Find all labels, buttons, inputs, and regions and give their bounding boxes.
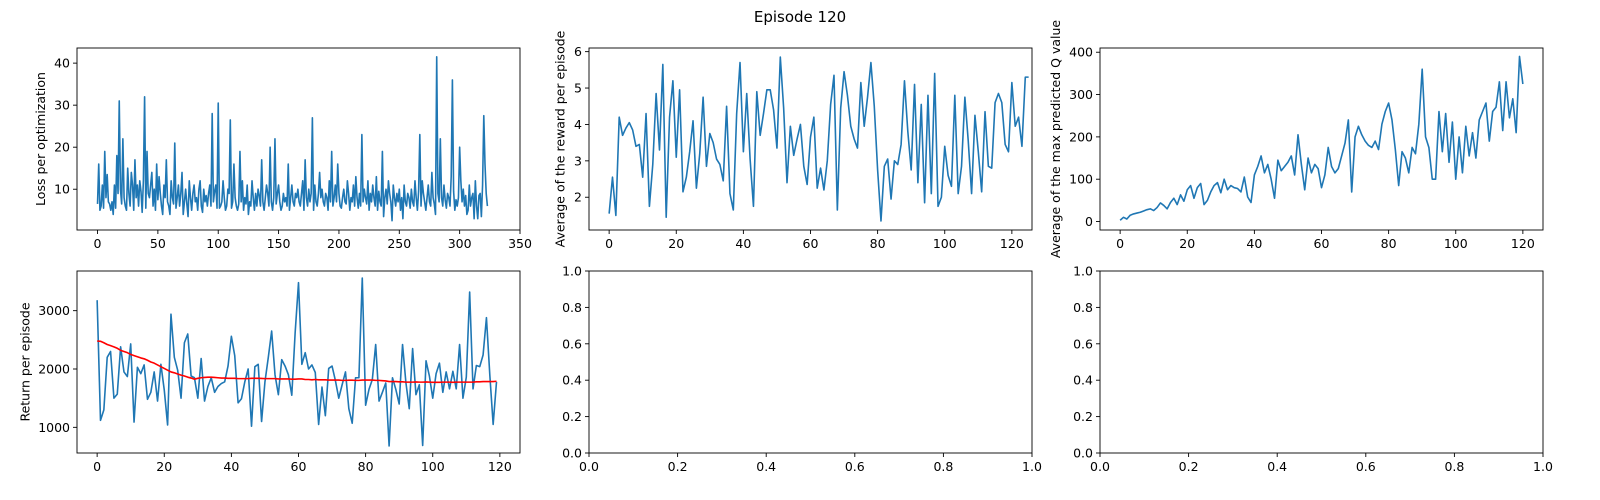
empty1-ytick-label: 0.4 <box>562 373 582 388</box>
loss-xtick-label: 300 <box>448 236 472 251</box>
reward-ytick-label: 2 <box>574 190 582 205</box>
empty1-ytick-label: 0.8 <box>562 300 582 315</box>
qvalue-xtick-label: 120 <box>1511 236 1535 251</box>
reward-xtick-label: 60 <box>803 236 819 251</box>
empty1-ytick-label: 0.2 <box>562 409 582 424</box>
return-series-1-line <box>97 340 497 384</box>
loss-xtick-label: 100 <box>206 236 230 251</box>
return-xtick-label: 60 <box>291 459 307 474</box>
loss-axes-frame <box>76 47 521 231</box>
empty1-ytick-label: 0.0 <box>562 446 582 461</box>
reward-xtick-label: 0 <box>605 236 613 251</box>
qvalue-xtick-label: 80 <box>1381 236 1397 251</box>
loss-ytick-label: 40 <box>54 56 70 71</box>
return-xtick-label: 80 <box>358 459 374 474</box>
qvalue-xtick-label: 20 <box>1179 236 1195 251</box>
return-xtick-label: 100 <box>421 459 445 474</box>
empty2-xtick-label: 0.0 <box>1090 459 1110 474</box>
loss-xtick-label: 250 <box>387 236 411 251</box>
reward-xtick-label: 100 <box>933 236 957 251</box>
return-series-0-line <box>96 277 498 447</box>
axes-reward: 0 20 40 60 80 100 120 2 3 4 5 6 Average of the rewar… <box>552 30 1033 251</box>
qvalue-ytick-label: 200 <box>1069 129 1093 144</box>
empty1-xtick-label: 0.4 <box>756 459 776 474</box>
axes-loss: 0 50 100 150 200 250 300 350 10 20 30 40 Loss per op… <box>33 47 532 251</box>
reward-series-0-line <box>608 56 1029 222</box>
reward-ytick-label: 6 <box>574 44 582 59</box>
reward-xtick-label: 80 <box>870 236 886 251</box>
empty2-ytick-label: 0.4 <box>1073 373 1093 388</box>
reward-ytick-label: 4 <box>574 117 582 132</box>
empty2-xtick-label: 0.4 <box>1267 459 1287 474</box>
empty2-ytick-label: 0.8 <box>1073 300 1093 315</box>
figure-title: Episode 120 <box>753 8 847 26</box>
axes-empty2: 0.0 0.2 0.4 0.6 0.8 1.0 0.0 0.2 0.4 0.6 0.8 1.0 <box>1073 264 1553 475</box>
qvalue-xtick-label: 100 <box>1444 236 1468 251</box>
qvalue-series-0-line <box>1119 55 1524 221</box>
qvalue-ytick-label: 300 <box>1069 87 1093 102</box>
loss-ytick-label: 10 <box>54 182 70 197</box>
empty1-ytick-label: 0.6 <box>562 336 582 351</box>
reward-xtick-label: 40 <box>735 236 751 251</box>
loss-ylabel: Loss per optimization <box>33 72 48 206</box>
empty2-axes-frame <box>1099 270 1544 454</box>
empty2-xtick-label: 0.2 <box>1179 459 1199 474</box>
return-xtick-label: 120 <box>488 459 512 474</box>
qvalue-axes-frame <box>1099 47 1544 231</box>
axes-qvalue: 0 20 40 60 80 100 120 0 100 200 300 400 Average of t… <box>1048 20 1544 259</box>
loss-xtick-label: 350 <box>508 236 532 251</box>
empty1-xtick-label: 0.6 <box>845 459 865 474</box>
qvalue-ylabel: Average of the max predicted Q value <box>1048 20 1063 259</box>
loss-xtick-label: 150 <box>267 236 291 251</box>
loss-ytick-label: 30 <box>54 98 70 113</box>
qvalue-ytick-label: 400 <box>1069 45 1093 60</box>
empty2-xtick-label: 0.6 <box>1356 459 1376 474</box>
empty1-xtick-label: 0.8 <box>933 459 953 474</box>
loss-xtick-label: 200 <box>327 236 351 251</box>
return-ytick-label: 3000 <box>38 303 70 318</box>
return-xtick-label: 0 <box>93 459 101 474</box>
qvalue-xtick-label: 60 <box>1314 236 1330 251</box>
qvalue-xtick-label: 40 <box>1246 236 1262 251</box>
qvalue-ytick-label: 0 <box>1085 214 1093 229</box>
empty2-ytick-label: 0.6 <box>1073 336 1093 351</box>
qvalue-ytick-label: 100 <box>1069 172 1093 187</box>
empty1-xtick-label: 0.0 <box>579 459 599 474</box>
axes-empty1: 0.0 0.2 0.4 0.6 0.8 1.0 0.0 0.2 0.4 0.6 0.8 1.0 <box>562 264 1042 475</box>
empty1-xtick-label: 0.2 <box>668 459 688 474</box>
empty2-xtick-label: 1.0 <box>1533 459 1553 474</box>
loss-xtick-label: 0 <box>94 236 102 251</box>
return-xtick-label: 40 <box>223 459 239 474</box>
empty2-ytick-label: 1.0 <box>1073 264 1093 279</box>
reward-xtick-label: 120 <box>1000 236 1024 251</box>
empty1-ytick-label: 1.0 <box>562 264 582 279</box>
return-ytick-label: 1000 <box>38 420 70 435</box>
empty1-axes-frame <box>588 270 1033 454</box>
reward-ytick-label: 3 <box>574 153 582 168</box>
empty2-ytick-label: 0.2 <box>1073 409 1093 424</box>
axes-return: 0 20 40 60 80 100 120 1000 2000 3000 Return per ep… <box>18 270 521 474</box>
loss-ytick-label: 20 <box>54 140 70 155</box>
empty1-xtick-label: 1.0 <box>1022 459 1042 474</box>
loss-xtick-label: 50 <box>150 236 166 251</box>
empty2-xtick-label: 0.8 <box>1444 459 1464 474</box>
reward-ytick-label: 5 <box>574 81 582 96</box>
return-xtick-label: 20 <box>156 459 172 474</box>
empty2-ytick-label: 0.0 <box>1073 446 1093 461</box>
qvalue-xtick-label: 0 <box>1116 236 1124 251</box>
return-ylabel: Return per episode <box>18 302 33 421</box>
reward-xtick-label: 20 <box>668 236 684 251</box>
reward-ylabel: Average of the reward per episode <box>552 30 567 247</box>
loss-series-0-line <box>96 56 489 222</box>
return-ytick-label: 2000 <box>38 362 70 377</box>
